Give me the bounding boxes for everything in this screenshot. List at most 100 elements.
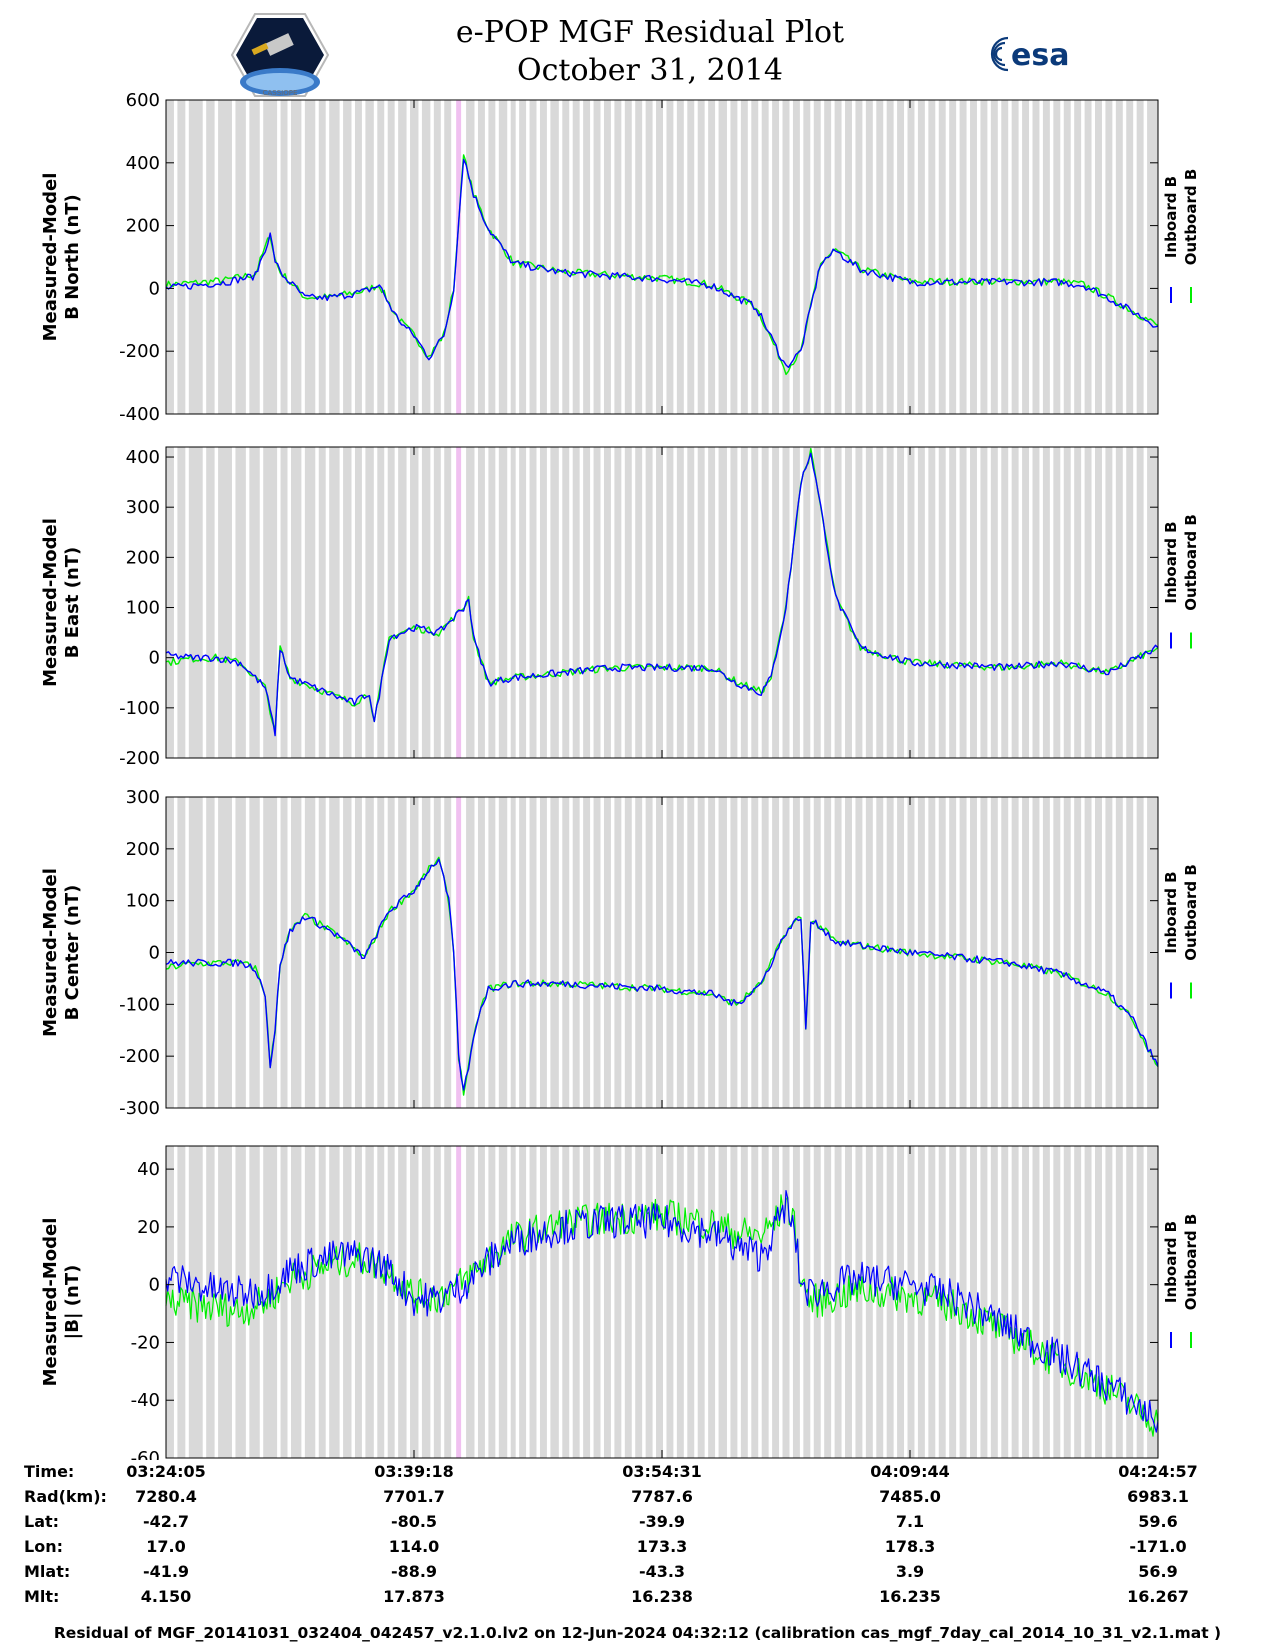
stat-row-label: Rad(km): — [24, 1487, 107, 1506]
gap-band — [865, 797, 873, 1108]
gap-band — [865, 100, 873, 414]
gap-band — [708, 100, 716, 414]
gap-band — [498, 447, 508, 758]
gap-band — [928, 1146, 936, 1458]
highlight-band — [456, 1146, 462, 1458]
gap-band — [876, 100, 884, 414]
gap-bands — [166, 447, 1158, 758]
gap-band — [477, 797, 485, 1108]
gap-band — [433, 797, 441, 1108]
y-tick-label: -200 — [119, 341, 160, 362]
legend-label: Outboard B — [1182, 169, 1200, 266]
stat-value: 04:24:57 — [1118, 1462, 1198, 1481]
gap-band — [398, 797, 407, 1108]
y-tick-label: 400 — [126, 447, 160, 468]
gap-band — [1022, 447, 1030, 758]
gap-band — [772, 447, 780, 758]
gap-band — [855, 797, 863, 1108]
gap-band — [1147, 447, 1158, 758]
gap-band — [1084, 1146, 1092, 1458]
gap-band — [218, 1146, 232, 1458]
y-tick-label: -300 — [119, 1098, 160, 1119]
gap-band — [304, 1146, 316, 1458]
gap-bands — [166, 100, 1158, 414]
y-tick-label: 100 — [126, 598, 160, 619]
panel-north: -400 -200 0 200 400 600 Measured-Model B North … — [40, 90, 1200, 425]
gap-band — [550, 797, 559, 1108]
gap-band — [177, 1146, 186, 1458]
gap-band — [1063, 100, 1071, 414]
gap-band — [354, 1146, 362, 1458]
y-tick-label: 0 — [149, 1275, 160, 1296]
gap-band — [928, 100, 936, 414]
gap-band — [761, 100, 769, 414]
gap-band — [1001, 1146, 1009, 1458]
gap-band — [1126, 100, 1134, 414]
y-tick-label: 300 — [126, 497, 160, 518]
y-tick-label: -100 — [119, 994, 160, 1015]
gap-band — [803, 100, 811, 414]
stat-value: 17.0 — [146, 1537, 186, 1556]
gap-band — [249, 100, 260, 414]
chart-title: e-POP MGF Residual Plot — [455, 15, 845, 50]
gap-band — [614, 100, 622, 414]
gap-band — [235, 797, 246, 1108]
gap-band — [572, 797, 580, 1108]
gap-band — [970, 447, 977, 758]
gap-band — [510, 447, 516, 758]
gap-band — [708, 447, 716, 758]
gap-band — [263, 447, 278, 758]
gap-band — [498, 797, 508, 1108]
esa-logo: esa — [990, 36, 1069, 73]
gap-band — [1136, 447, 1144, 758]
gap-band — [740, 100, 748, 414]
gap-band — [656, 1146, 663, 1458]
gap-band — [624, 797, 632, 1108]
gap-band — [949, 100, 957, 414]
gap-band — [624, 447, 632, 758]
highlight-band — [456, 447, 462, 758]
gap-band — [928, 447, 936, 758]
gap-band — [1147, 1146, 1158, 1458]
y-tick-label: 600 — [126, 90, 160, 111]
gap-band — [572, 100, 580, 414]
gap-band — [562, 1146, 570, 1458]
stat-value: 03:54:31 — [622, 1462, 702, 1481]
gap-band — [1032, 447, 1040, 758]
gap-band — [177, 797, 186, 1108]
gap-band — [488, 100, 496, 414]
gap-band — [177, 447, 186, 758]
gap-band — [318, 447, 326, 758]
gap-band — [263, 100, 278, 414]
gap-band — [498, 1146, 508, 1458]
gap-band — [708, 1146, 716, 1458]
stat-value: 114.0 — [388, 1537, 440, 1556]
gap-band — [855, 1146, 863, 1458]
gap-band — [466, 447, 475, 758]
gap-band — [624, 1146, 632, 1458]
gap-band — [421, 100, 431, 414]
gap-band — [697, 1146, 705, 1458]
stat-value: 03:24:05 — [126, 1462, 206, 1481]
gap-band — [477, 1146, 485, 1458]
gap-band — [1136, 100, 1144, 414]
gap-band — [938, 100, 946, 414]
stat-value: -39.9 — [638, 1512, 686, 1531]
gap-band — [886, 797, 894, 1108]
gap-band — [444, 100, 452, 414]
gap-band — [529, 797, 537, 1108]
gap-band — [666, 797, 674, 1108]
gap-band — [949, 797, 957, 1108]
gap-band — [519, 447, 527, 758]
gap-band — [398, 447, 407, 758]
series-line-inboard — [165, 452, 1159, 737]
gap-band — [834, 100, 842, 414]
gap-band — [635, 797, 643, 1108]
gap-band — [444, 797, 452, 1108]
gap-band — [1011, 797, 1019, 1108]
gap-band — [603, 1146, 611, 1458]
gap-band — [1147, 100, 1158, 414]
gap-band — [792, 447, 800, 758]
gap-band — [1115, 1146, 1123, 1458]
